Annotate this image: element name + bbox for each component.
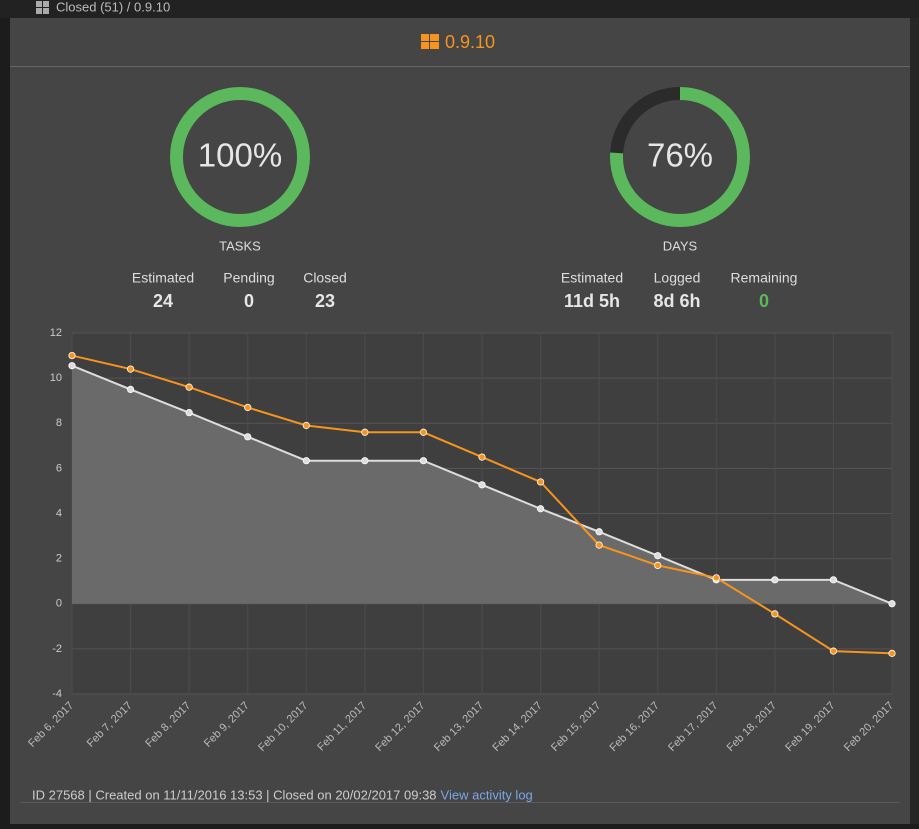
stat-label: Estimated (132, 270, 194, 286)
point (829, 576, 838, 584)
stat-value: 0 (244, 291, 254, 311)
point (244, 433, 252, 441)
point (888, 649, 896, 657)
point (654, 552, 662, 560)
y-tick-label: 6 (56, 462, 62, 474)
point (654, 561, 662, 569)
point (536, 505, 545, 513)
y-tick-label: 12 (50, 327, 62, 339)
topbar-title[interactable]: Closed (51) / 0.9.10 (56, 0, 170, 14)
stat-label: Remaining (731, 270, 798, 286)
point (302, 457, 310, 465)
topbar-icon (36, 1, 49, 14)
point (126, 365, 135, 373)
point (478, 453, 486, 461)
modal-title: 0.9.10 (445, 32, 495, 52)
stat-value: 24 (153, 291, 173, 311)
point (244, 403, 252, 412)
footer-text: ID 27568 | Created on 11/11/2016 13:53 |… (32, 787, 437, 802)
point (478, 481, 486, 489)
point (361, 428, 369, 436)
point (302, 421, 310, 430)
stat-label: Closed (303, 270, 347, 286)
stat-value: 11d 5h (564, 291, 620, 311)
donut-caption: TASKS (219, 238, 261, 253)
donut-arc (170, 87, 310, 227)
activity-log-link[interactable]: View activity log (441, 787, 533, 802)
point (888, 600, 896, 608)
topbar (0, 0, 919, 18)
y-tick-label: -4 (52, 688, 62, 700)
point (536, 478, 545, 486)
header-icon (421, 34, 439, 49)
stat-value: 8d 6h (653, 291, 700, 311)
point (595, 528, 603, 536)
point (712, 574, 720, 582)
y-tick-label: 4 (56, 507, 62, 519)
point (595, 541, 603, 549)
point (361, 457, 369, 465)
point (68, 351, 76, 360)
area (72, 365, 892, 604)
stat-value: 23 (315, 291, 335, 311)
side-panel (910, 18, 919, 824)
point (419, 457, 428, 465)
point (771, 576, 779, 584)
point (126, 385, 135, 394)
stat-label: Estimated (561, 270, 623, 286)
stat-label: Logged (654, 270, 701, 286)
stat-value: 0 (759, 291, 769, 311)
y-tick-label: 0 (56, 598, 62, 610)
y-tick-label: 10 (50, 372, 62, 384)
point (185, 409, 193, 417)
donut-caption: DAYS (663, 238, 698, 253)
donut-arc (610, 87, 750, 227)
y-tick-label: 8 (56, 417, 62, 429)
y-tick-label: 2 (56, 553, 62, 565)
donut-label: 100% (198, 137, 282, 174)
point (771, 610, 779, 618)
point (68, 362, 76, 370)
y-tick-label: -2 (52, 643, 62, 655)
stat-label: Pending (223, 270, 274, 286)
point (185, 383, 193, 391)
point (829, 647, 838, 655)
donut-label: 76% (647, 137, 713, 174)
point (419, 428, 428, 436)
